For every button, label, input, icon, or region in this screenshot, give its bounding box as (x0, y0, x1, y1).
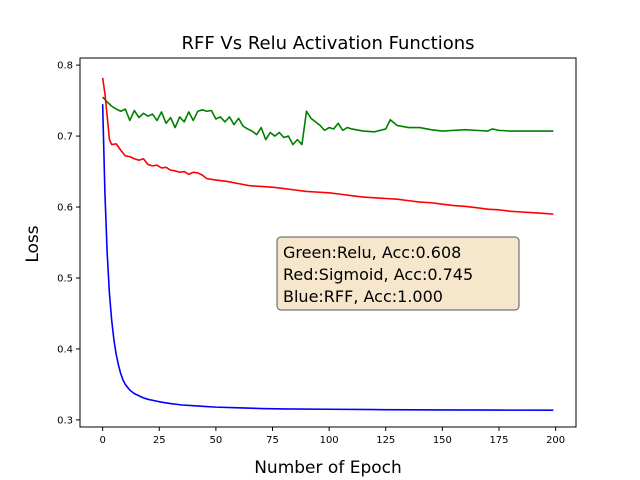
y-tick-label: 0.8 (57, 61, 73, 72)
annotation-line-relu: Green:Relu, Acc:0.608 (283, 243, 461, 262)
y-tick-label: 0.5 (57, 273, 73, 284)
plot-frame (79, 57, 577, 428)
y-tick-label: 0.7 (57, 132, 73, 143)
annotation-box: Green:Relu, Acc:0.608 Red:Sigmoid, Acc:0… (276, 236, 520, 311)
plot-area (79, 57, 577, 428)
y-axis: 0.3 0.4 0.5 0.6 0.7 0.8 (57, 61, 80, 426)
annotation-background (276, 236, 520, 311)
x-tick-label: 150 (433, 435, 452, 446)
annotation-line-rff: Blue:RFF, Acc:1.000 (283, 287, 443, 306)
series-line-2 (101, 104, 554, 411)
y-axis-label: Loss (23, 225, 43, 262)
x-axis: 0 25 50 75 100 125 150 175 200 (99, 427, 565, 446)
x-axis-label: Number of Epoch (254, 458, 402, 478)
y-tick-label: 0.6 (57, 203, 73, 214)
x-tick-label: 50 (210, 435, 223, 446)
series-line-0 (102, 96, 554, 146)
x-tick-label: 200 (546, 435, 565, 446)
x-tick-label: 125 (376, 435, 395, 446)
chart-title: RFF Vs Relu Activation Functions (181, 33, 474, 54)
y-tick-label: 0.3 (57, 415, 73, 426)
x-tick-label: 75 (266, 435, 279, 446)
y-tick-label: 0.4 (57, 344, 73, 355)
x-tick-label: 0 (99, 435, 105, 446)
x-tick-label: 100 (320, 435, 339, 446)
series-line-1 (101, 77, 554, 215)
annotation-line-sigmoid: Red:Sigmoid, Acc:0.745 (283, 265, 473, 284)
x-tick-label: 25 (153, 435, 166, 446)
x-tick-label: 175 (489, 435, 508, 446)
